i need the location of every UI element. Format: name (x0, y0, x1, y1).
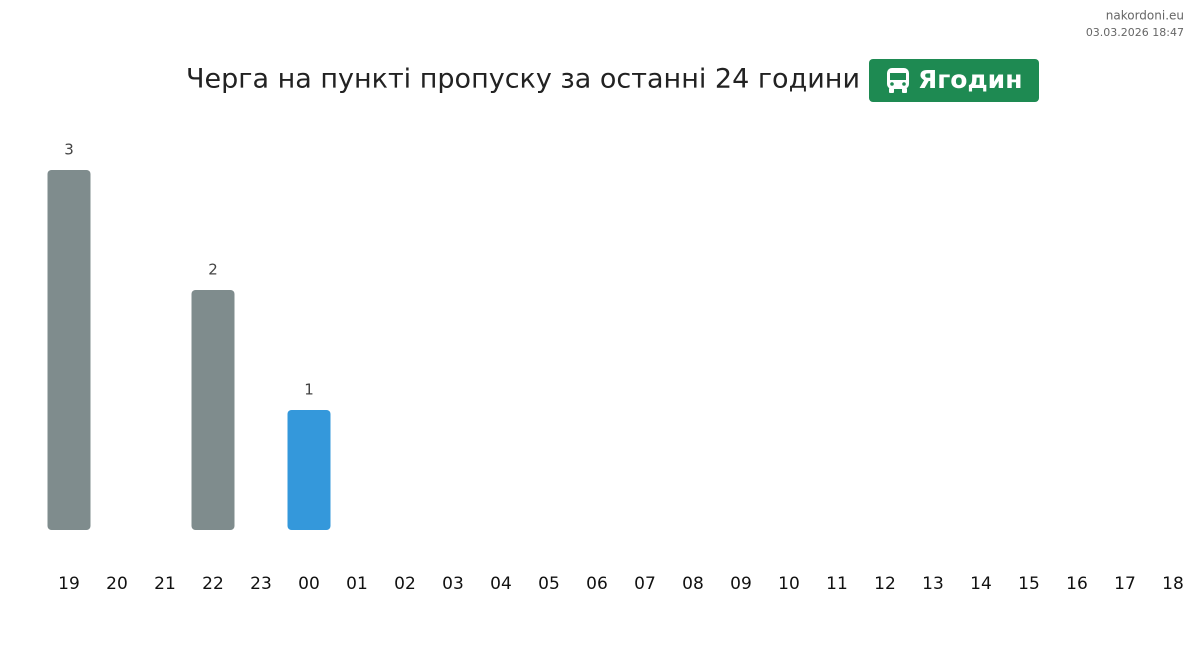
bus-icon-detail (890, 73, 906, 86)
data-label: 2 (208, 261, 218, 279)
badge (869, 59, 1039, 102)
x-tick-label: 15 (1018, 574, 1040, 594)
x-tick-label: 08 (682, 574, 704, 594)
x-tick-label: 16 (1066, 574, 1088, 594)
x-tick-label: 07 (634, 574, 656, 594)
x-tick-label: 19 (58, 574, 80, 594)
x-tick-label: 14 (970, 574, 992, 594)
x-tick-label: 18 (1162, 574, 1184, 594)
x-tick-label: 22 (202, 574, 224, 594)
badge-label: Ягодин (918, 65, 1022, 94)
data-label: 3 (64, 141, 74, 159)
x-tick-label: 11 (826, 574, 848, 594)
x-tick-label: 17 (1114, 574, 1136, 594)
x-tick-label: 02 (394, 574, 416, 594)
x-tick-label: 20 (106, 574, 128, 594)
x-tick-label: 00 (298, 574, 320, 594)
bar (287, 410, 331, 530)
x-tick-label: 06 (586, 574, 608, 594)
x-tick-label: 04 (490, 574, 512, 594)
site-name: nakordoni.eu (1106, 9, 1184, 23)
x-tick-label: 21 (154, 574, 176, 594)
x-tick-label: 03 (442, 574, 464, 594)
x-tick-label: 09 (730, 574, 752, 594)
x-tick-label: 12 (874, 574, 896, 594)
chart-title: Черга на пункті пропуску за останні 24 г… (186, 64, 860, 95)
timestamp: 03.03.2026 18:47 (1086, 26, 1184, 39)
x-tick-label: 13 (922, 574, 944, 594)
bar (191, 290, 235, 530)
bar (47, 170, 91, 530)
data-label: 1 (304, 381, 314, 399)
x-tick-label: 23 (250, 574, 272, 594)
x-tick-label: 01 (346, 574, 368, 594)
x-tick-label: 05 (538, 574, 560, 594)
x-tick-label: 10 (778, 574, 800, 594)
